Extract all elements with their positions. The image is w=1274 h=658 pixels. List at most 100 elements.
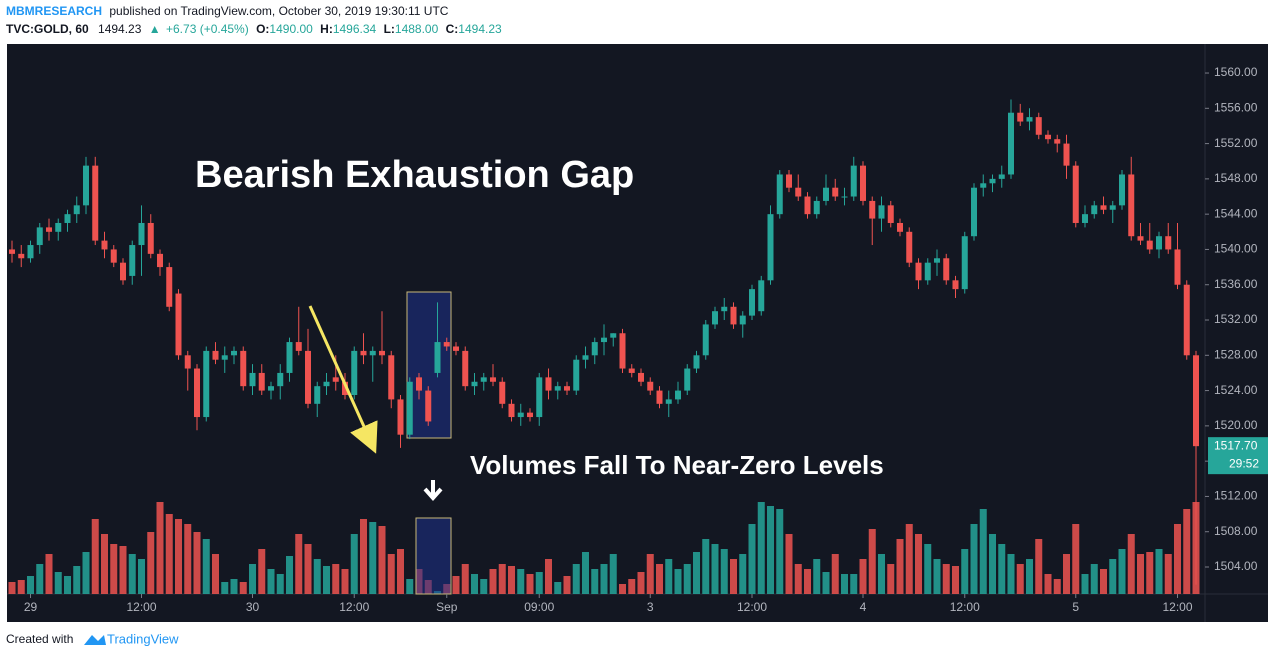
volume-bar [1174,524,1181,594]
candle-body [887,205,894,223]
volume-bar [36,564,44,594]
volume-bar [8,582,16,594]
volume-bar [73,566,81,594]
candle-body [1045,134,1051,140]
volume-bar [452,576,460,594]
volume-bar [582,552,589,594]
volume-bar [1146,552,1154,594]
volume-bar [1016,564,1024,594]
candle-body [906,231,913,263]
volume-bar [804,569,811,594]
candle-body [9,249,15,254]
candle-body [601,337,607,343]
white-arrow [423,480,443,502]
candle-body [989,178,996,184]
candle-body [397,399,404,435]
c-label: C: [446,22,459,36]
candle-body [92,165,99,241]
candle-body [249,372,256,387]
candle-body [665,399,672,404]
candle-body [702,324,709,356]
yellow-arrow [308,305,378,454]
candle-body [749,289,755,316]
candle-body [767,214,774,281]
x-tick-label: 29 [24,600,38,614]
volume-bar [572,564,580,594]
candle-body [693,355,700,369]
volume-bar [748,524,756,594]
candle-body [1165,236,1172,250]
candle-body [1128,174,1135,237]
candle-body [1072,165,1079,223]
candle-body [1183,284,1190,356]
volume-bar [82,552,90,594]
candle-body [332,377,339,382]
volume-bar [360,519,367,594]
candle-body [388,355,395,400]
candle-body [27,245,34,259]
volume-bar [369,522,377,594]
volume-bar [128,554,136,594]
volume-bar [1109,559,1117,594]
volume-bar [637,572,645,594]
symbol: TVC:GOLD, 60 [6,22,89,36]
candle-body [443,342,450,347]
volume-bar [350,534,358,594]
volume-bar [471,574,478,594]
volume-bar [378,526,386,594]
volume-bar [147,532,155,594]
candle-body [619,333,626,369]
candle-body [64,214,71,223]
candle-body [110,249,117,263]
volume-bar [831,554,839,594]
axes: 1504.001508.001512.001516.001520.001524.… [24,65,1268,614]
candle-body [795,187,802,197]
volume-bar [665,559,673,594]
volume-bar [313,559,321,594]
volume-bar [165,514,173,594]
candle-body [1146,240,1153,250]
h-label: H: [320,22,333,36]
footer-brand[interactable]: TradingView [107,631,179,646]
candle-body [1008,112,1014,175]
candle-body [721,306,728,312]
volume-bar [720,549,728,594]
candle-body [878,205,885,219]
candle-body [758,280,765,312]
candle-body [305,350,311,404]
candle-body [314,386,321,404]
volume-bar [1127,534,1135,594]
volume-bar [924,544,932,594]
volume-bar [813,559,821,594]
l-label: L: [384,22,395,36]
volume-bar [138,559,145,594]
volume-highlight [415,517,452,595]
y-tick-label: 1560.00 [1214,65,1258,79]
candle-body [462,350,469,387]
candle-body [638,372,644,382]
candle-body [286,342,293,373]
candle-body [351,350,358,395]
candle-body [221,355,228,360]
header-line-2: TVC:GOLD, 60 1494.23 ▲ +6.73 (+0.45%) O:… [6,22,502,36]
volume-bar [998,544,1006,594]
candle-body [582,355,589,360]
volume-bar [711,544,719,594]
y-tick-label: 1528.00 [1214,347,1258,361]
volume-bar [896,539,904,594]
annotation-title: Bearish Exhaustion Gap [195,154,634,196]
candle-body [231,350,237,356]
candle-body [55,222,62,232]
candle-body [832,187,839,197]
volume-bar [175,519,182,594]
x-tick-label: 12:00 [1162,600,1192,614]
volume-bar [156,502,164,594]
candle-body [786,174,792,188]
candle-body [897,222,903,232]
volume-bar [221,582,229,594]
y-tick-label: 1536.00 [1214,277,1258,291]
candle-body [739,315,746,325]
y-tick-label: 1532.00 [1214,312,1258,326]
candle-body [101,240,108,250]
author[interactable]: MBMRESEARCH [6,4,102,18]
